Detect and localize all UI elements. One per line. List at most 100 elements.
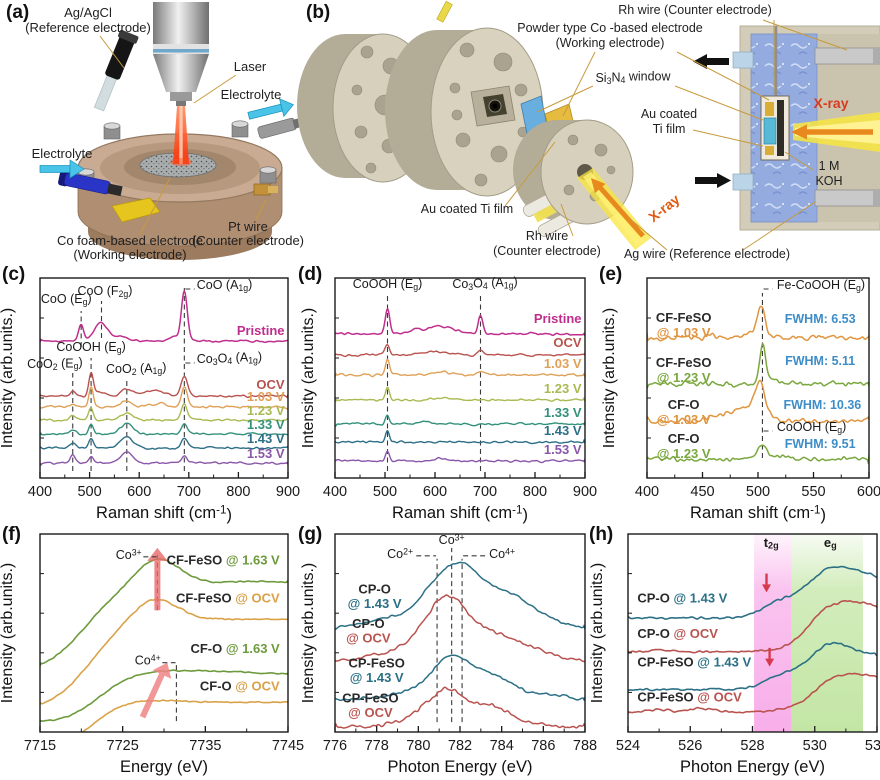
label-rh-wire-bottom: Rh wire	[526, 229, 568, 243]
series-1.33-v	[335, 414, 585, 427]
series-label: CF-FeSO	[656, 310, 712, 325]
x-tick-label: 7715	[24, 738, 56, 754]
series-cp-o-@-1.43-v	[628, 565, 877, 620]
annotation: CoO (Eg)	[41, 291, 92, 307]
cell-cross-section	[693, 25, 880, 231]
series-label: 1.43 V	[247, 431, 285, 446]
series-label: OCV	[553, 335, 582, 350]
y-axis-label: Intensity (arb.units.)	[300, 308, 317, 449]
series-label: Pristine	[237, 323, 285, 338]
series-1.43-v	[335, 430, 585, 445]
label-rh-wire-top: Rh wire (Counter electrode)	[618, 3, 772, 17]
series-cf-o-@-1.23-v	[647, 444, 869, 464]
x-tick-label: 700	[473, 484, 497, 500]
label-powder-electrode: Powder type Co -based electrode	[517, 21, 703, 35]
flow-arrow-out	[693, 54, 729, 69]
series-cp-o-@-1.43-v	[335, 561, 585, 630]
series-label: CF-O @ OCV	[200, 678, 280, 693]
au-film	[111, 197, 161, 223]
electrolyte-flow-arrow-out	[247, 98, 294, 120]
panel-letter-d: (d)	[298, 264, 323, 285]
series-cf-feso-@-ocv	[40, 598, 288, 705]
series-label: CF-O	[668, 397, 700, 412]
series-1.53-v	[335, 450, 585, 464]
xray-arrow-diagonal	[595, 182, 645, 238]
panel-f: Co3+ Co4+ CF-FeSO @ 1.63 V CF-FeSO @ OCV CF-…	[0, 522, 304, 780]
label-si3n4-window: Si3N4 window	[595, 70, 671, 86]
series-label: @ 1.23 V	[657, 370, 711, 385]
x-tick-label: 524	[616, 738, 640, 754]
annotation: CoO (A1g)	[197, 277, 253, 293]
x-tick-label: 550	[801, 484, 825, 500]
series-label: CF-FeSO	[656, 355, 712, 370]
series-label: OCV	[256, 377, 285, 392]
label-ag-wire: Ag wire (Reference electrode)	[624, 247, 790, 261]
x-tick-label: 786	[531, 738, 555, 754]
x-tick-label: 900	[573, 484, 597, 500]
x-tick-label: 600	[857, 484, 880, 500]
reference-electrode-rod	[814, 189, 880, 207]
series-label: CF-O @ 1.63 V	[190, 641, 280, 656]
x-tick-label: 530	[803, 738, 827, 754]
annotation: Co4+	[489, 546, 515, 561]
raman-cell-body	[77, 133, 283, 260]
label-au-ti-right: Au coated	[641, 107, 697, 121]
series-label: CP-FeSO	[342, 690, 398, 705]
x-tick-label: 800	[226, 484, 250, 500]
series-cf-feso-@-1.23-v	[647, 343, 869, 389]
label-pt-wire: (Counter electrode)	[192, 233, 304, 248]
cell-knobs	[77, 120, 277, 186]
o-kedge-chart: t2g eg CP-O @ 1.43 V CP-O @ OCV CP-FeSO @ 1.…	[589, 533, 880, 776]
label-working-electrode: Co foam-based electrode	[57, 233, 203, 248]
x-tick-label: 7735	[189, 738, 221, 754]
annotation: CoOOH (Eg)	[777, 419, 846, 435]
x-tick-label: 7745	[272, 738, 304, 754]
x-tick-label: 776	[323, 738, 347, 754]
xray-cell-diagram: Rh wire (Counter electrode) Powder type C…	[297, 0, 880, 261]
cell-disc-3	[513, 119, 651, 250]
flow-arrow-in	[695, 173, 731, 188]
pin	[436, 0, 453, 23]
series-label: CP-FeSO	[348, 656, 404, 671]
x-axis-label: Photon Energy (eV)	[680, 758, 825, 776]
series-label: 1.53 V	[544, 442, 582, 457]
x-tick-label: 450	[690, 484, 714, 500]
series-label: CP-FeSO @ OCV	[637, 689, 742, 704]
annotation: CoOOH (Eg)	[353, 276, 422, 292]
series-label: 1.23 V	[247, 403, 285, 418]
annotation: CoO (F2g)	[78, 283, 133, 299]
xanes-chart: Co3+ Co4+ CF-FeSO @ 1.63 V CF-FeSO @ OCV CF-…	[0, 533, 304, 776]
label-laser: Laser	[234, 59, 267, 74]
raman-chart-fwhm: Fe-CoOOH (Eg) CoOOH (Eg) FWHM: 6.53 FWHM: 5…	[601, 277, 880, 524]
raman-chart-co-foam: CoO (Eg)CoO (F2g) CoO (A1g)CoOOH (Eg)CoO2…	[0, 277, 300, 524]
y-axis-label: Intensity (arb.units.)	[589, 563, 606, 704]
series-label: @ OCV	[348, 705, 393, 720]
series-label: 1.33 V	[544, 405, 582, 420]
panel-c: CoO (Eg) CoO (F2g) CoO (A1g) CoOOH (Eg) CoO2…	[0, 262, 300, 524]
x-tick-label: 788	[573, 738, 597, 754]
series-label: CP-O	[358, 581, 391, 596]
fat-arrow	[139, 662, 172, 719]
panel-letter-g: (g)	[298, 524, 323, 545]
series-cp-o-@-ocv	[628, 600, 877, 654]
panel-d: CoOOH (Eg) Co3O4 (A1g) Pristine OCV 1.03 V 1.…	[293, 262, 597, 524]
series-1.33-v	[40, 422, 288, 436]
x-tick-label: 784	[490, 738, 514, 754]
x-axis-label: Raman shift (cm-1)	[690, 504, 826, 524]
y-axis-label: Intensity (arb.units.)	[0, 308, 16, 449]
annotation: FWHM: 9.51	[785, 437, 856, 451]
series-pristine	[40, 290, 288, 344]
series-label: CF-FeSO @ OCV	[176, 590, 280, 605]
series-cp-o-@-ocv	[335, 594, 585, 663]
x-tick-label: 400	[28, 484, 52, 500]
series-cf-feso-@-1.03-v	[647, 305, 869, 342]
series-1.53-v	[40, 451, 288, 466]
annotation: Co4+	[135, 653, 161, 668]
series-label: CF-O	[668, 431, 700, 446]
annotation: eg	[824, 535, 837, 551]
shaded-band	[754, 534, 792, 732]
annotation: t2g	[764, 535, 779, 551]
series-label: @ 1.03 V	[657, 412, 711, 427]
panel-b: Rh wire (Counter electrode) Powder type C…	[295, 0, 880, 262]
